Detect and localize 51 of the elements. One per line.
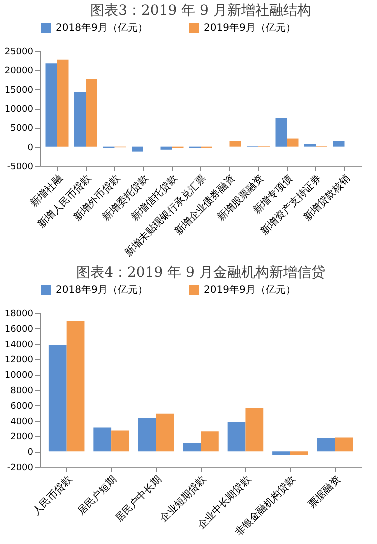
bar <box>112 430 130 452</box>
bar <box>74 92 86 147</box>
legend-label: 2019年9月（亿元） <box>204 22 296 34</box>
y-tick-label: 20000 <box>4 66 34 77</box>
bar <box>94 428 112 452</box>
bar <box>57 60 69 147</box>
bar <box>333 141 345 147</box>
y-tick-label: 10000 <box>4 371 34 382</box>
bar <box>304 144 316 147</box>
bar <box>66 321 85 452</box>
bar <box>290 452 308 456</box>
chart-title: 图表3：2019 年 9 月新增社融结构 <box>90 3 312 19</box>
y-tick-label: -2000 <box>7 464 34 474</box>
bar <box>335 438 354 452</box>
bar <box>272 452 290 456</box>
y-tick-label: 25000 <box>4 48 34 58</box>
y-tick-label: -5000 <box>7 162 34 172</box>
legend-label: 2018年9月（亿元） <box>56 22 148 34</box>
bar <box>46 64 58 147</box>
bar <box>246 408 264 452</box>
bar <box>48 345 67 452</box>
bar <box>201 432 219 452</box>
y-tick-label: 2000 <box>10 432 34 443</box>
bar <box>230 141 242 147</box>
bar <box>160 146 172 150</box>
y-tick-label: 5000 <box>10 124 34 134</box>
bar <box>156 414 174 452</box>
y-tick-label: 12000 <box>4 356 34 366</box>
y-tick-label: 6000 <box>10 402 34 412</box>
y-tick-label: 10000 <box>4 105 34 115</box>
bar <box>86 78 98 147</box>
y-tick-label: 8000 <box>10 386 34 396</box>
bar <box>287 138 299 147</box>
y-tick-label: 0 <box>28 143 34 154</box>
bar <box>132 146 144 152</box>
y-tick-label: 14000 <box>4 340 34 350</box>
y-tick-label: 4000 <box>10 417 34 428</box>
y-tick-label: 16000 <box>4 324 34 335</box>
legend-label: 2019年9月（亿元） <box>204 284 296 296</box>
chart-title: 图表4：2019 年 9 月金融机构新增信贷 <box>76 265 326 281</box>
x-tick-label: 人民币贷款 <box>30 474 75 518</box>
bar <box>138 418 156 452</box>
x-tick-label: 票据融资 <box>306 474 343 511</box>
y-tick-label: 18000 <box>4 310 34 320</box>
y-tick-label: 15000 <box>4 86 34 96</box>
bar <box>317 438 336 452</box>
bar <box>228 422 246 452</box>
bar <box>183 443 201 452</box>
y-tick-label: 0 <box>28 448 34 458</box>
legend-label: 2018年9月（亿元） <box>56 284 148 296</box>
bar <box>276 118 288 147</box>
